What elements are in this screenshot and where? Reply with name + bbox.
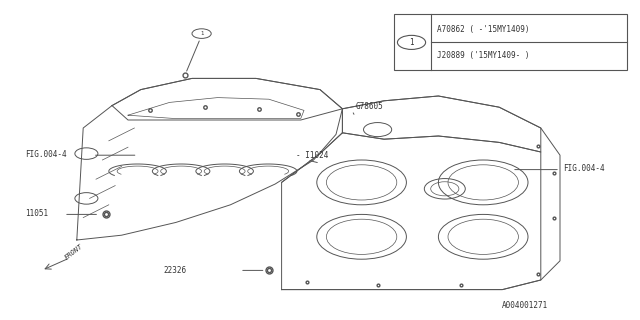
Text: 11051: 11051 — [26, 209, 49, 218]
Text: - I1024: - I1024 — [296, 151, 328, 160]
Bar — [394, 14, 627, 70]
Text: G78605: G78605 — [355, 102, 383, 111]
Text: J20889 ('15MY1409- ): J20889 ('15MY1409- ) — [437, 51, 530, 60]
Text: A004001271: A004001271 — [502, 301, 548, 310]
Text: FIG.004-4: FIG.004-4 — [563, 164, 605, 173]
Text: 1: 1 — [409, 38, 414, 47]
Text: 22326: 22326 — [163, 266, 186, 275]
Text: 1: 1 — [200, 31, 204, 36]
Text: A70862 ( -'15MY1409): A70862 ( -'15MY1409) — [437, 25, 530, 34]
Text: FRONT: FRONT — [64, 243, 84, 261]
Text: FIG.004-4: FIG.004-4 — [26, 150, 67, 159]
